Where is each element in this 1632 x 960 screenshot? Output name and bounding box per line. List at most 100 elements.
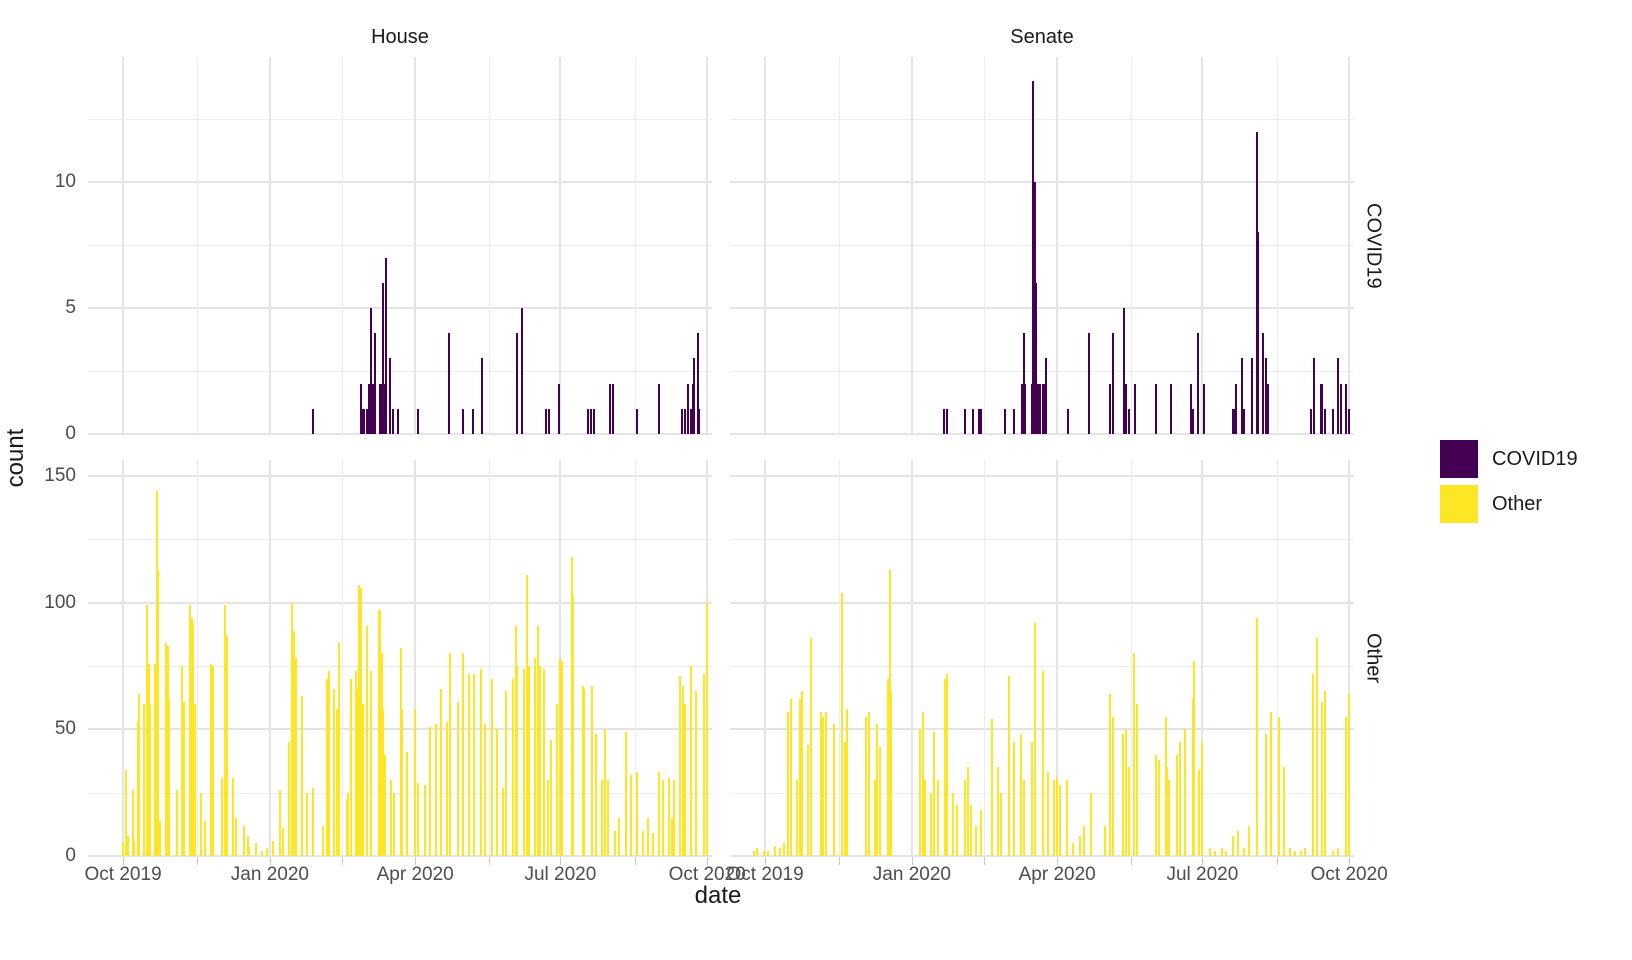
bar: [923, 780, 926, 856]
y-tick-label: 5: [65, 297, 76, 318]
bar: [146, 605, 148, 856]
x-axis-title: date: [694, 882, 742, 909]
bar: [583, 688, 586, 856]
bar: [347, 792, 350, 856]
gridline-x-major: [764, 460, 767, 856]
bar: [1024, 383, 1027, 434]
bar: [168, 699, 171, 856]
gridline-x-minor: [635, 57, 637, 434]
bar: [122, 843, 125, 856]
gridline-x-minor: [838, 460, 840, 856]
gridline-x-minor: [1130, 460, 1132, 856]
bar: [328, 671, 330, 856]
bar: [1234, 383, 1237, 434]
bar: [131, 790, 134, 856]
legend-item-other: Other: [1440, 485, 1578, 523]
bar: [778, 848, 781, 856]
bar: [706, 602, 709, 856]
bar: [933, 731, 936, 856]
gridline-y-minor: [730, 371, 1354, 372]
bar: [1255, 617, 1258, 856]
bar: [312, 787, 314, 856]
gridline-x-major: [910, 460, 913, 856]
bar: [867, 711, 870, 856]
bar: [543, 668, 546, 856]
bar: [1270, 711, 1272, 856]
gridline-x-major: [1201, 57, 1204, 434]
bar: [1201, 742, 1204, 856]
bar: [810, 638, 813, 856]
bar: [1266, 383, 1269, 434]
gridline-x-major: [559, 460, 562, 856]
bar: [821, 716, 824, 856]
bar: [166, 645, 169, 856]
bar: [693, 358, 696, 434]
x-tick-label: Oct 2019: [726, 864, 804, 885]
bar: [789, 699, 792, 856]
bar: [604, 729, 607, 856]
bar: [225, 635, 228, 856]
bar: [345, 800, 348, 856]
bar: [1321, 383, 1324, 434]
x-tick-mark: [488, 857, 490, 865]
bar: [1038, 383, 1041, 434]
bar: [1072, 843, 1075, 856]
x-tick-mark: [838, 857, 840, 865]
legend-label-other: Other: [1492, 492, 1543, 515]
bar: [661, 780, 664, 856]
bar: [1037, 383, 1039, 434]
bar: [820, 711, 822, 856]
bar: [516, 333, 519, 434]
x-tick-mark: [1202, 857, 1204, 865]
bar: [845, 709, 848, 856]
bar: [1209, 848, 1212, 856]
x-tick-label: Jul 2020: [1166, 864, 1239, 885]
bar: [629, 774, 632, 856]
bar: [1190, 383, 1193, 434]
bar: [642, 830, 645, 856]
bar: [125, 769, 128, 856]
bar: [189, 605, 192, 856]
bar: [321, 825, 324, 856]
bar: [682, 686, 685, 856]
gridline-x-major: [764, 57, 767, 434]
bar: [516, 666, 519, 856]
gridline-y-minor: [88, 371, 712, 372]
facet-strip-senate: Senate: [1010, 25, 1074, 48]
x-tick-mark: [269, 857, 271, 865]
bar: [434, 724, 437, 856]
y-tick-label: 0: [65, 423, 76, 444]
x-tick-mark: [415, 857, 417, 865]
bar: [549, 739, 552, 856]
bar: [1043, 383, 1046, 434]
bar: [946, 408, 948, 434]
bar: [990, 719, 993, 856]
bar: [401, 709, 404, 856]
bar: [1191, 699, 1194, 856]
bar: [1134, 383, 1137, 434]
bar: [537, 625, 539, 856]
bar: [361, 408, 364, 434]
bar: [1340, 383, 1343, 434]
bar: [136, 721, 139, 856]
bar: [158, 820, 161, 856]
bar: [377, 610, 380, 856]
bar: [149, 704, 152, 856]
bar: [1345, 716, 1347, 856]
bar: [1196, 333, 1199, 434]
bar: [683, 408, 686, 434]
gridline-y-major: [730, 475, 1354, 478]
bar: [1198, 769, 1201, 856]
bar: [1242, 848, 1245, 856]
bar: [356, 688, 359, 856]
bar: [490, 678, 493, 856]
bar: [1022, 333, 1025, 434]
gridline-y-major: [88, 475, 712, 478]
bar: [511, 678, 514, 856]
gridline-y-major: [88, 855, 712, 857]
bar: [209, 663, 212, 856]
bar: [890, 691, 893, 856]
bar: [359, 587, 362, 856]
gridline-x-major: [1348, 460, 1351, 856]
bar: [449, 653, 452, 856]
